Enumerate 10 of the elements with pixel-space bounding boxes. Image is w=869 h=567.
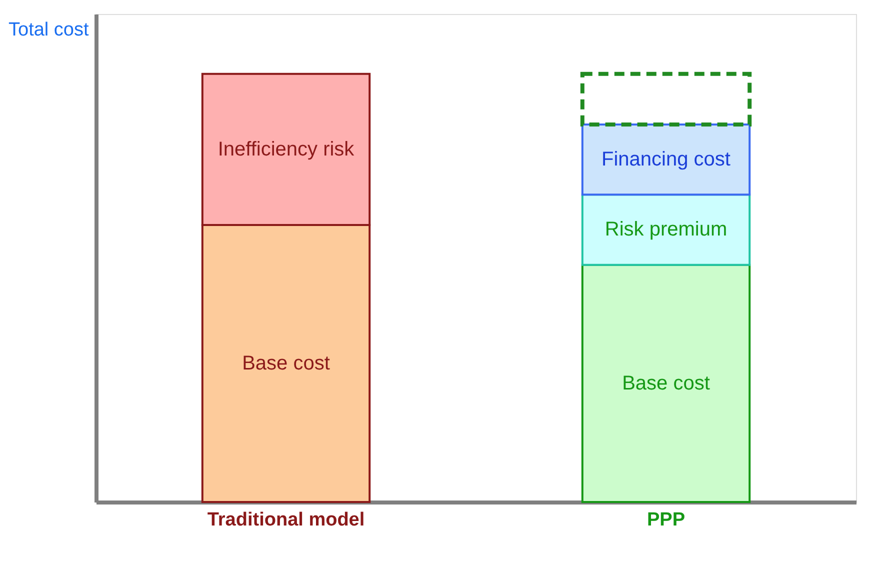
text: Base cost	[622, 372, 710, 394]
series-label: Inefficiency risk	[218, 138, 356, 160]
bar	[581, 264, 751, 503]
x-tick-label: Traditional model	[207, 510, 365, 530]
x-tick-label: PPP	[646, 510, 686, 530]
series-label: Base cost	[242, 352, 330, 375]
y-axis-title: Total cost	[8, 20, 90, 40]
series-label: Financing cost	[602, 148, 731, 171]
series-label: Risk premium	[604, 218, 728, 241]
bar	[581, 194, 751, 266]
